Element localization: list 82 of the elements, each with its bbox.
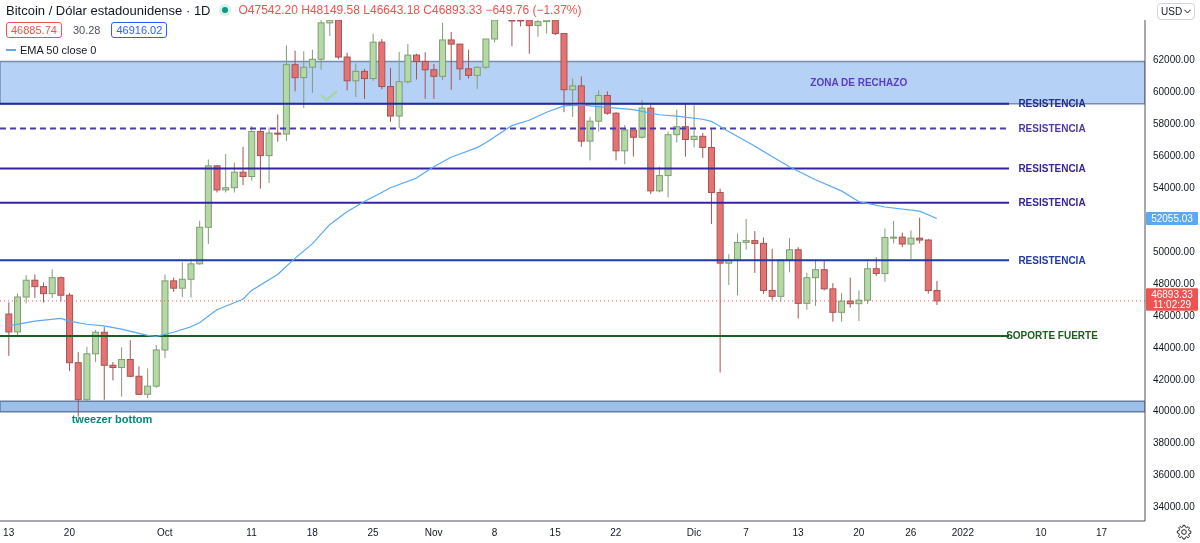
text: 11:02:29: [1152, 298, 1192, 310]
candlestick: [855, 289, 863, 322]
x-tick-label: 13: [3, 527, 15, 539]
candlestick: [569, 78, 577, 118]
candlestick: [629, 129, 637, 158]
candlestick: [222, 153, 230, 193]
candlestick: [274, 113, 282, 143]
annotation: 30.28: [67, 22, 106, 38]
y-tick-label: 50000.00: [1153, 245, 1196, 257]
candlestick: [352, 62, 360, 98]
x-tick-label: 8: [491, 527, 498, 539]
annotation: 46916.02: [111, 22, 168, 38]
candlestick: [22, 274, 30, 304]
text: 52055.03: [1151, 213, 1194, 225]
x-tick-label: 17: [1096, 527, 1108, 539]
x-tick-label: 25: [367, 527, 379, 539]
y-tick-label: 62000.00: [1153, 54, 1196, 66]
band-label: ZONA DE RECHAZO: [810, 77, 908, 89]
x-tick-label: 13: [792, 527, 805, 539]
dropdown-button: USD: [1157, 3, 1196, 20]
x-tick-label: 15: [549, 527, 562, 539]
text: 46893.33: [1151, 289, 1194, 301]
candlestick: [291, 50, 299, 92]
candlestick: [144, 367, 152, 399]
candlestick: [786, 237, 794, 273]
y-tick-label: 46000.00: [1153, 309, 1196, 321]
y-tick-label: 58000.00: [1153, 118, 1196, 130]
candlestick: [838, 292, 846, 323]
candlestick: [907, 229, 915, 260]
candlestick: [768, 248, 776, 301]
candlestick: [300, 50, 308, 109]
chart-title: Bitcoin / Dólar estadounidense · 1D: [6, 2, 211, 18]
y-tick-label: 48000.00: [1153, 277, 1196, 289]
ref-line-label: RESISTENCIA: [1018, 197, 1086, 209]
y-tick-label: 42000.00: [1153, 373, 1196, 385]
x-tick-label: 20: [853, 527, 865, 539]
candlestick: [681, 102, 689, 158]
y-tick-label: 60000.00: [1153, 86, 1196, 98]
y-tick-label: 44000.00: [1153, 341, 1196, 353]
candlestick: [872, 256, 880, 277]
x-tick-label: Oct: [157, 527, 173, 539]
x-tick-label: 18: [306, 527, 319, 539]
y-tick-label: 40000.00: [1153, 405, 1196, 417]
candlestick: [5, 301, 13, 357]
ref-line-label: SOPORTE FUERTE: [1006, 330, 1099, 342]
y-tick-label: 54000.00: [1153, 182, 1196, 194]
y-tick-label: 36000.00: [1153, 469, 1196, 481]
x-tick-label: 7: [743, 527, 750, 539]
x-tick-label: 2022: [951, 527, 975, 539]
y-tick-label: 56000.00: [1153, 150, 1196, 162]
candlestick: [699, 132, 707, 159]
candlestick: [360, 68, 368, 100]
x-tick-label: 26: [905, 527, 917, 539]
ref-line-label: RESISTENCIA: [1018, 98, 1086, 110]
y-tick-label: 38000.00: [1153, 437, 1196, 449]
candlestick: [48, 269, 56, 299]
y-axis-title: USD: [1161, 6, 1183, 17]
candlestick: [525, 20, 533, 55]
candlestick: [751, 230, 759, 274]
candlestick: [916, 217, 924, 244]
annotation: 46885.74: [6, 22, 62, 38]
x-tick-label: 22: [610, 527, 622, 539]
x-tick-label: Nov: [424, 527, 443, 539]
ref-line-label: RESISTENCIA: [1018, 123, 1086, 134]
candlestick: [846, 277, 854, 309]
candlestick: [621, 124, 629, 165]
ref-line-label: RESISTENCIA: [1018, 254, 1086, 266]
x-tick-label: 11: [246, 527, 258, 539]
x-tick-label: Dic: [686, 527, 702, 539]
x-tick-label: 20: [63, 527, 76, 539]
candlestick: [690, 104, 698, 148]
candlestick: [239, 146, 247, 186]
chart-subtitle: O47542.20 H48149.58 L46643.18 C46893.33 −649.76 (−1.37%): [238, 3, 582, 17]
ref-line-label: RESISTENCIA: [1018, 162, 1086, 174]
candlestick: [118, 346, 126, 398]
candlestick: [230, 162, 238, 193]
y-tick-label: 34000.00: [1153, 501, 1196, 513]
x-tick-label: 10: [1035, 527, 1047, 539]
annotation: tweezer bottom: [71, 413, 153, 426]
candlestick: [413, 53, 421, 81]
candlestick: [265, 126, 273, 184]
legend-label: EMA 50 close 0: [20, 44, 97, 56]
